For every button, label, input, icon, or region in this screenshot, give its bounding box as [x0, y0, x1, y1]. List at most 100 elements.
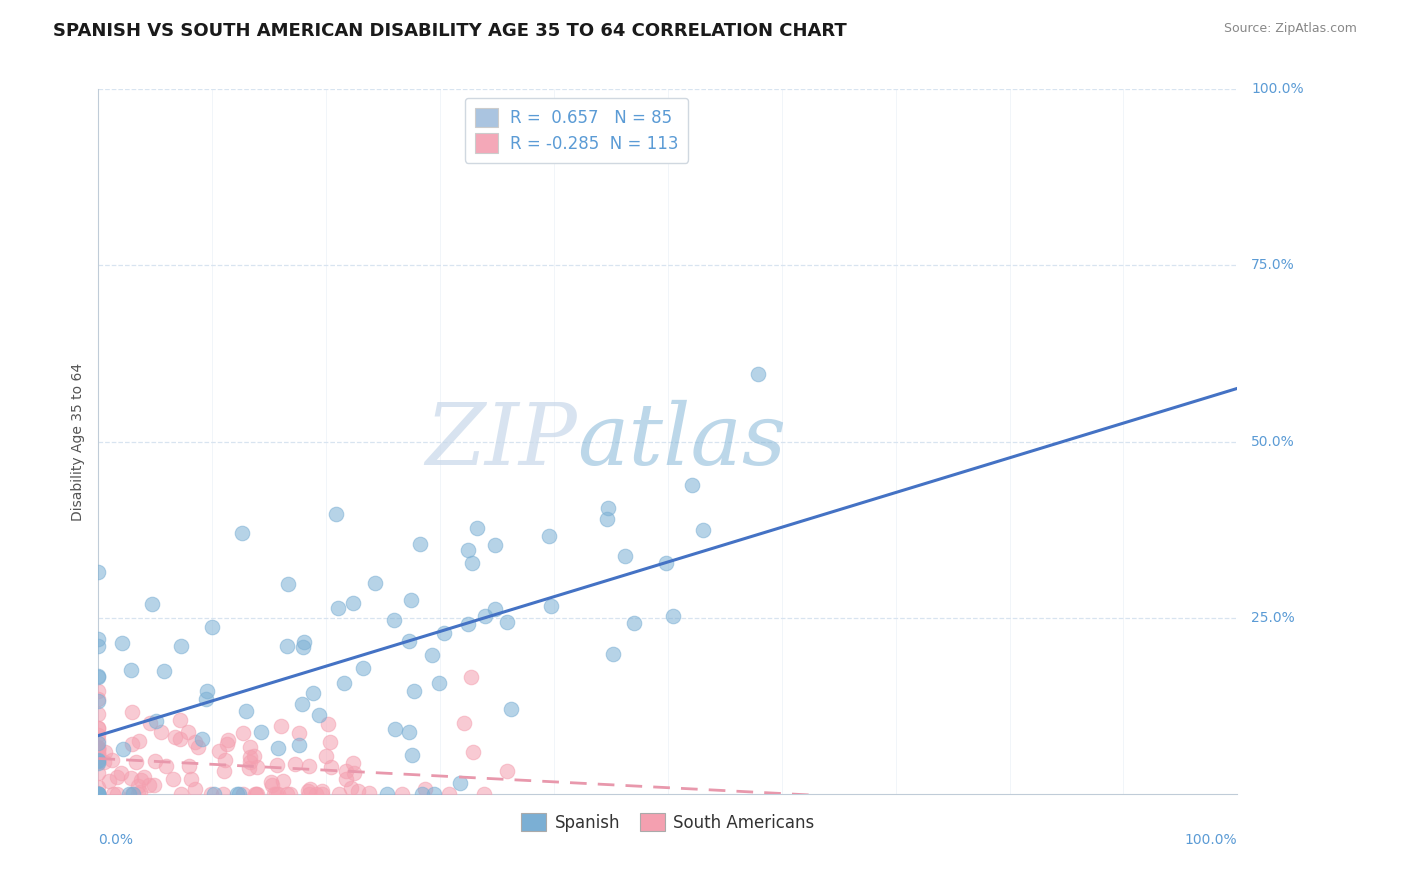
Point: [170, 787, 193, 801]
Point: [87, 751, 110, 765]
Point: [132, 770, 155, 784]
Point: [187, 740, 209, 755]
Point: [200, 787, 222, 801]
Text: SPANISH VS SOUTH AMERICAN DISABILITY AGE 35 TO 64 CORRELATION CHART: SPANISH VS SOUTH AMERICAN DISABILITY AGE…: [53, 22, 848, 40]
Point: [87, 640, 110, 654]
Point: [747, 367, 769, 381]
Text: ZIP: ZIP: [425, 401, 576, 483]
Point: [177, 759, 200, 773]
Point: [87, 736, 110, 750]
Point: [357, 786, 380, 800]
Point: [215, 737, 238, 751]
Point: [399, 593, 422, 607]
Point: [105, 770, 128, 784]
Point: [87, 739, 110, 754]
Point: [138, 778, 160, 792]
Point: [384, 613, 406, 627]
Point: [195, 692, 218, 706]
Point: [298, 758, 321, 772]
Point: [87, 694, 110, 708]
Point: [398, 633, 420, 648]
Point: [169, 639, 191, 653]
Point: [98, 774, 121, 789]
Point: [270, 719, 292, 733]
Point: [245, 787, 267, 801]
Point: [260, 775, 283, 789]
Text: 100.0%: 100.0%: [1185, 832, 1237, 847]
Point: [681, 478, 703, 492]
Point: [122, 787, 145, 801]
Point: [105, 787, 128, 801]
Point: [87, 745, 110, 759]
Point: [180, 772, 202, 787]
Point: [212, 764, 235, 778]
Point: [311, 787, 333, 801]
Point: [87, 787, 110, 801]
Point: [201, 620, 224, 634]
Point: [141, 598, 163, 612]
Point: [127, 787, 149, 801]
Point: [120, 771, 142, 785]
Point: [537, 528, 560, 542]
Point: [121, 737, 143, 751]
Point: [87, 756, 110, 770]
Text: 75.0%: 75.0%: [1251, 259, 1295, 272]
Point: [540, 599, 562, 613]
Point: [87, 741, 110, 756]
Point: [87, 754, 110, 768]
Point: [162, 772, 184, 786]
Legend: Spanish, South Americans: Spanish, South Americans: [515, 806, 821, 838]
Point: [169, 731, 191, 746]
Point: [87, 684, 110, 698]
Point: [232, 787, 254, 801]
Point: [409, 537, 432, 551]
Point: [87, 766, 110, 780]
Point: [143, 778, 166, 792]
Point: [238, 761, 260, 775]
Point: [93, 755, 115, 769]
Point: [87, 669, 110, 683]
Point: [614, 549, 637, 563]
Point: [267, 741, 290, 756]
Point: [433, 626, 456, 640]
Point: [450, 776, 472, 790]
Point: [111, 742, 134, 756]
Point: [284, 757, 307, 772]
Point: [342, 596, 364, 610]
Point: [239, 740, 262, 755]
Point: [87, 732, 110, 747]
Text: 100.0%: 100.0%: [1251, 82, 1303, 96]
Point: [87, 670, 110, 684]
Point: [212, 787, 235, 801]
Point: [243, 748, 266, 763]
Point: [363, 576, 385, 591]
Point: [169, 713, 191, 727]
Point: [298, 787, 321, 801]
Point: [415, 782, 437, 797]
Point: [352, 661, 374, 675]
Point: [501, 702, 523, 716]
Point: [333, 676, 356, 690]
Point: [263, 787, 285, 801]
Point: [163, 730, 186, 744]
Point: [277, 577, 299, 591]
Point: [125, 755, 148, 769]
Point: [208, 744, 231, 758]
Point: [94, 745, 117, 759]
Point: [315, 748, 337, 763]
Point: [457, 617, 479, 632]
Point: [662, 608, 685, 623]
Point: [87, 721, 110, 735]
Point: [342, 756, 364, 771]
Point: [308, 707, 330, 722]
Point: [184, 782, 207, 797]
Point: [225, 787, 247, 801]
Point: [328, 600, 350, 615]
Point: [202, 787, 225, 801]
Point: [328, 787, 350, 801]
Point: [87, 753, 110, 767]
Point: [110, 636, 132, 650]
Point: [87, 787, 110, 801]
Point: [276, 639, 298, 653]
Point: [411, 787, 433, 801]
